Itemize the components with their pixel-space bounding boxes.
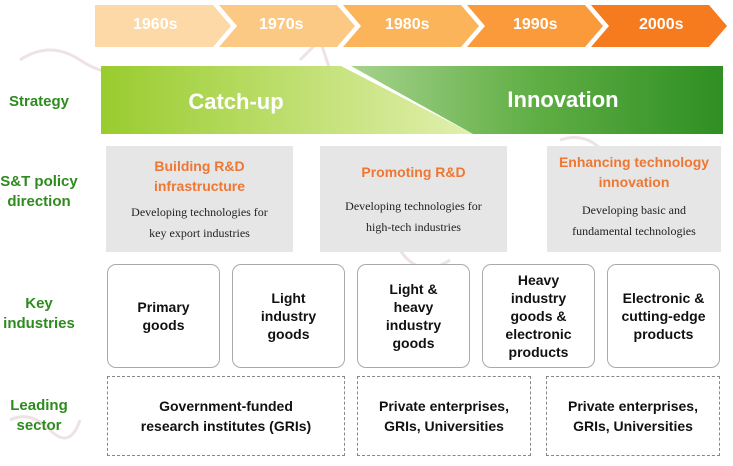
innovation-shape — [351, 66, 723, 134]
row-label-policy: S&T policy direction — [0, 173, 78, 210]
policy-title: Promoting R&D — [361, 164, 466, 180]
industry-label: Light industry goods — [260, 290, 317, 342]
industry-box-2: Light industry goods — [232, 264, 345, 368]
era-1960s: 1960s — [95, 5, 231, 47]
chevron-shape — [95, 5, 231, 47]
industry-box-5: Electronic & cutting-edge products — [607, 264, 720, 368]
industry-label: Heavy industry goods & electronic produc… — [505, 272, 572, 360]
era-label: 2000s — [639, 16, 684, 33]
chevron-shape — [591, 5, 727, 47]
era-label: 1980s — [385, 16, 430, 33]
policy-box-2: Promoting R&D Developing technologies fo… — [320, 146, 507, 252]
policy-title: Enhancing technology innovation — [558, 154, 710, 190]
era-1990s: 1990s — [467, 5, 603, 47]
sector-label: Private enterprises, GRIs, Universities — [568, 398, 698, 434]
policy-description: Developing technologies for key export i… — [131, 205, 268, 240]
industry-box-4: Heavy industry goods & electronic produc… — [482, 264, 595, 368]
era-1970s: 1970s — [219, 5, 355, 47]
era-label: 1960s — [133, 16, 178, 33]
policy-box-3: Enhancing technology innovation Developi… — [547, 146, 721, 252]
sector-label: Private enterprises, GRIs, Universities — [379, 398, 509, 434]
policy-description: Developing basic and fundamental technol… — [572, 203, 696, 238]
era-label: 1970s — [259, 16, 304, 33]
chevron-shape — [219, 5, 355, 47]
strategy-band: Catch-up Innovation — [101, 66, 723, 134]
row-label-industries: Key industries — [3, 295, 75, 332]
sector-label: Government-funded research institutes (G… — [140, 398, 312, 434]
sector-box-1: Government-funded research institutes (G… — [107, 376, 345, 456]
sector-box-3: Private enterprises, GRIs, Universities — [546, 376, 720, 456]
chevron-shape — [343, 5, 479, 47]
industry-label: Light & heavy industry goods — [385, 281, 442, 351]
row-label-strategy: Strategy — [8, 93, 70, 110]
strategy-catchup-label: Catch-up — [188, 89, 283, 114]
industry-box-3: Light & heavy industry goods — [357, 264, 470, 368]
chevron-shape — [467, 5, 603, 47]
era-1980s: 1980s — [343, 5, 479, 47]
industry-label: Primary goods — [137, 299, 190, 333]
strategy-innovation-label: Innovation — [507, 87, 618, 112]
catchup-shape — [101, 66, 473, 134]
industry-label: Electronic & cutting-edge products — [621, 290, 706, 342]
row-label-sector: Leading sector — [10, 397, 68, 434]
policy-description: Developing technologies for high-tech in… — [345, 199, 482, 234]
policy-title: Building R&D infrastructure — [153, 158, 246, 194]
era-2000s: 2000s — [591, 5, 727, 47]
sector-box-2: Private enterprises, GRIs, Universities — [357, 376, 531, 456]
era-label: 1990s — [513, 16, 558, 33]
industry-box-1: Primary goods — [107, 264, 220, 368]
policy-box-1: Building R&D infrastructure Developing t… — [106, 146, 293, 252]
